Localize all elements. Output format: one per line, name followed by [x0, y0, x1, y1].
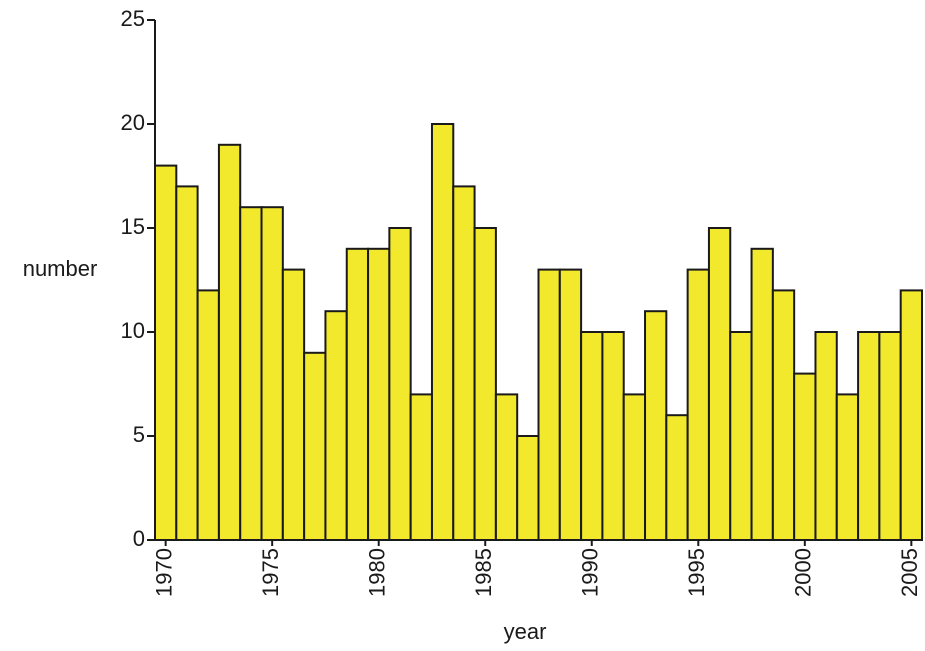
x-axis-label: year — [504, 619, 547, 644]
bar — [750, 247, 774, 542]
y-tick-label: 25 — [121, 6, 145, 31]
bar — [303, 351, 327, 541]
bar — [771, 289, 796, 541]
bar — [409, 393, 433, 541]
x-tick-label: 1990 — [578, 548, 603, 597]
x-tick-label: 1980 — [365, 548, 390, 597]
bar — [154, 164, 178, 541]
bar — [494, 393, 519, 541]
bar — [473, 227, 497, 541]
x-tick-label: 1985 — [471, 548, 496, 597]
bar — [281, 268, 306, 541]
bar — [558, 268, 583, 541]
bar — [196, 289, 220, 541]
bar — [388, 227, 412, 541]
x-tick-label: 1995 — [684, 548, 709, 597]
bar — [175, 185, 199, 541]
bar — [622, 393, 647, 541]
bar — [601, 331, 625, 541]
bar — [707, 227, 732, 541]
bar — [899, 289, 924, 541]
y-tick-label: 5 — [133, 422, 145, 447]
bar — [793, 372, 817, 541]
x-tick-label: 2000 — [791, 548, 816, 597]
bar — [217, 143, 242, 542]
bar — [239, 206, 263, 541]
bar — [537, 268, 561, 541]
bar — [814, 331, 838, 541]
bar — [644, 310, 668, 542]
bar — [665, 414, 689, 542]
bar — [686, 268, 710, 541]
y-tick-label: 20 — [121, 110, 145, 135]
x-tick-label: 2005 — [897, 548, 922, 597]
y-tick-label: 10 — [121, 318, 145, 343]
bar — [452, 185, 476, 541]
y-tick-label: 0 — [133, 526, 145, 551]
x-tick-label: 1975 — [258, 548, 283, 597]
x-tick-label: 1970 — [151, 548, 176, 597]
bar — [430, 123, 455, 541]
bar — [367, 247, 391, 542]
bar — [835, 393, 860, 541]
bar — [580, 331, 604, 541]
bar — [857, 331, 881, 541]
y-tick-label: 15 — [121, 214, 145, 239]
bar — [260, 206, 284, 541]
bar — [878, 331, 902, 541]
y-axis-label: number — [23, 256, 98, 281]
bar — [324, 310, 348, 542]
bar — [345, 247, 370, 542]
bar — [516, 435, 540, 541]
bar — [729, 331, 753, 541]
